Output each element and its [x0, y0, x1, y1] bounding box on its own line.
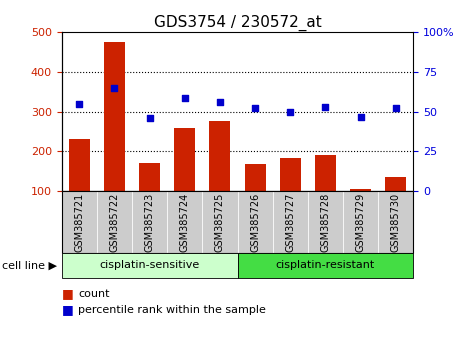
Text: percentile rank within the sample: percentile rank within the sample	[78, 305, 266, 315]
Bar	[315, 155, 336, 191]
Point	[76, 101, 83, 106]
Text: GSM385729: GSM385729	[355, 193, 366, 252]
Bar	[385, 177, 406, 191]
Text: cisplatin-resistant: cisplatin-resistant	[276, 261, 375, 270]
Point	[111, 85, 118, 91]
Point	[357, 115, 364, 120]
Text: GSM385730: GSM385730	[390, 193, 401, 252]
Point	[216, 99, 224, 104]
Point	[146, 115, 153, 121]
Bar	[139, 163, 160, 191]
Title: GDS3754 / 230572_at: GDS3754 / 230572_at	[153, 14, 322, 30]
Text: GSM385724: GSM385724	[180, 193, 190, 252]
Text: GSM385728: GSM385728	[320, 193, 331, 252]
Bar	[104, 42, 125, 191]
Text: ■: ■	[62, 303, 74, 316]
Text: count: count	[78, 289, 110, 299]
Text: GSM385725: GSM385725	[215, 193, 225, 252]
Text: cisplatin-sensitive: cisplatin-sensitive	[99, 261, 200, 270]
Point	[286, 109, 294, 114]
Text: GSM385727: GSM385727	[285, 193, 295, 252]
Text: ■: ■	[62, 287, 74, 300]
Text: cell line ▶: cell line ▶	[2, 261, 57, 270]
Bar	[280, 158, 301, 191]
Text: GSM385723: GSM385723	[144, 193, 155, 252]
Point	[181, 95, 189, 101]
Text: GSM385722: GSM385722	[109, 193, 120, 252]
Text: GSM385726: GSM385726	[250, 193, 260, 252]
Point	[322, 104, 329, 110]
Point	[392, 105, 399, 111]
Bar	[174, 128, 195, 191]
Bar	[350, 189, 371, 191]
Bar	[245, 164, 266, 191]
Bar	[209, 121, 230, 191]
Point	[251, 105, 259, 111]
Bar	[69, 139, 90, 191]
Text: GSM385721: GSM385721	[74, 193, 85, 252]
